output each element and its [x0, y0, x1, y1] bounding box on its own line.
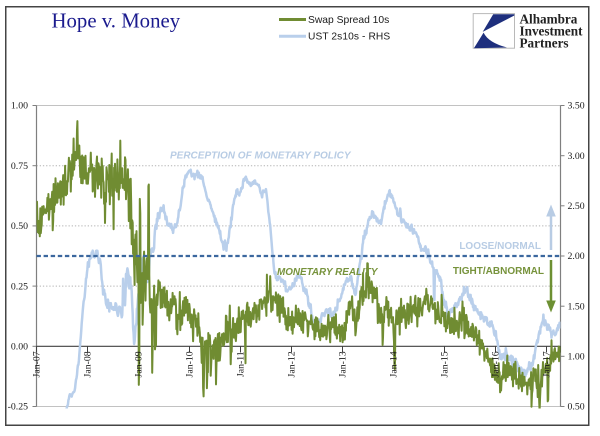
svg-text:Jan-17: Jan-17 [542, 351, 553, 377]
svg-text:LOOSE/NORMAL: LOOSE/NORMAL [459, 241, 541, 252]
svg-text:Jan-09: Jan-09 [134, 351, 145, 377]
svg-text:PERCEPTION OF MONETARY POLICY: PERCEPTION OF MONETARY POLICY [170, 150, 352, 161]
svg-text:Hope v. Money: Hope v. Money [52, 9, 181, 32]
svg-text:Swap Spread 10s: Swap Spread 10s [308, 15, 389, 26]
svg-text:2.00: 2.00 [568, 251, 585, 262]
svg-text:Jan-15: Jan-15 [440, 351, 451, 377]
svg-text:MONETARY REALITY: MONETARY REALITY [277, 267, 379, 278]
svg-text:0.50: 0.50 [11, 221, 28, 232]
svg-text:1.50: 1.50 [568, 301, 585, 312]
svg-text:Jan-12: Jan-12 [287, 351, 298, 377]
svg-text:Alhambra: Alhambra [520, 12, 578, 27]
svg-text:Jan-14: Jan-14 [389, 351, 400, 377]
svg-text:Jan-13: Jan-13 [338, 351, 349, 377]
svg-text:Jan-11: Jan-11 [236, 351, 247, 377]
svg-text:0.00: 0.00 [11, 342, 28, 353]
svg-text:0.25: 0.25 [11, 281, 28, 292]
svg-text:1.00: 1.00 [568, 352, 585, 363]
svg-text:1.00: 1.00 [11, 101, 28, 112]
svg-text:2.50: 2.50 [568, 201, 585, 212]
svg-text:0.75: 0.75 [11, 161, 28, 172]
svg-text:Investment: Investment [520, 24, 584, 39]
svg-text:3.00: 3.00 [568, 151, 585, 162]
svg-text:TIGHT/ABNORMAL: TIGHT/ABNORMAL [453, 266, 544, 277]
svg-text:-0.25: -0.25 [8, 402, 29, 413]
svg-text:0.50: 0.50 [568, 402, 585, 413]
svg-text:Jan-08: Jan-08 [83, 351, 94, 377]
svg-text:Jan-16: Jan-16 [491, 351, 502, 377]
svg-text:UST 2s10s - RHS: UST 2s10s - RHS [308, 32, 390, 43]
svg-text:Jan-10: Jan-10 [185, 351, 196, 377]
svg-text:3.50: 3.50 [568, 101, 585, 112]
svg-text:Jan-07: Jan-07 [32, 351, 43, 377]
svg-text:Partners: Partners [520, 35, 569, 50]
